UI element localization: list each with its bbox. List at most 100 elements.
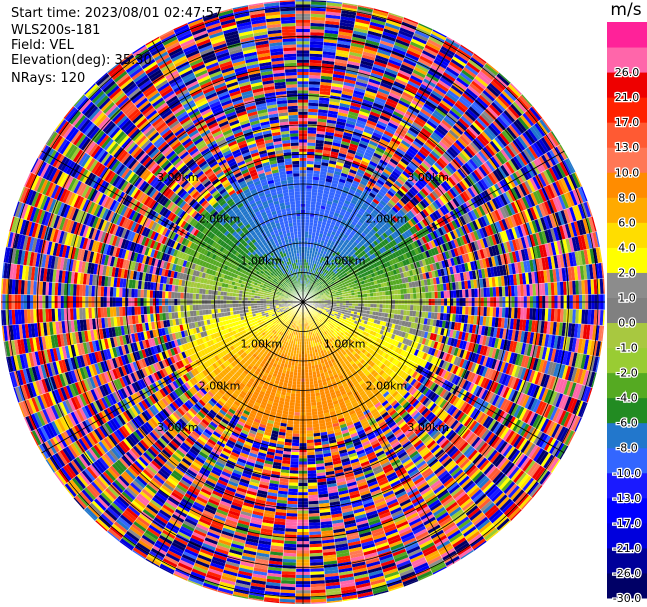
range-gate [449, 230, 457, 240]
range-gate [484, 87, 498, 100]
range-gate [394, 222, 401, 230]
range-gate [353, 128, 364, 135]
range-gate [323, 146, 332, 152]
range-gate [333, 170, 342, 176]
range-gate [340, 192, 348, 198]
range-gate [366, 119, 377, 127]
range-gate [315, 229, 321, 234]
range-gate [347, 174, 355, 181]
range-gate [396, 211, 404, 219]
range-gate [444, 191, 453, 202]
range-gate [353, 87, 366, 94]
range-gate [505, 145, 516, 158]
range-gate [391, 294, 395, 300]
range-gate [350, 45, 364, 52]
range-gate [513, 200, 522, 213]
range-gate [349, 202, 356, 208]
range-gate [410, 208, 418, 217]
range-gate [424, 157, 434, 167]
range-gate [470, 103, 483, 116]
range-gate [334, 58, 348, 64]
range-gate [366, 251, 372, 257]
range-gate [521, 94, 533, 107]
range-gate [307, 130, 317, 134]
range-gate [501, 111, 513, 125]
range-gate [331, 80, 344, 85]
range-gate [309, 68, 322, 73]
range-gate [320, 81, 332, 86]
range-gate [483, 161, 493, 174]
range-gate [321, 237, 326, 242]
range-gate [476, 73, 491, 85]
range-gate [450, 58, 465, 70]
range-gate [408, 126, 420, 136]
range-gate [351, 134, 362, 140]
range-gate [514, 137, 526, 151]
range-gate [405, 212, 413, 220]
range-gate [309, 56, 323, 61]
range-gate [448, 146, 459, 157]
range-gate [344, 72, 358, 79]
range-gate [441, 193, 450, 203]
range-gate [306, 179, 313, 183]
range-gate [355, 81, 368, 88]
range-gate [388, 187, 397, 195]
range-gate [443, 180, 452, 190]
range-gate [530, 143, 541, 158]
range-gate [467, 211, 475, 222]
range-gate [316, 130, 326, 135]
range-gate [322, 193, 329, 198]
range-gate [379, 304, 383, 309]
range-gate [367, 81, 380, 88]
range-gate [397, 249, 403, 256]
range-gate [424, 234, 431, 243]
range-gate [309, 44, 324, 49]
range-gate [318, 106, 329, 111]
range-gate [449, 160, 460, 171]
range-gate [453, 184, 463, 195]
range-gate [320, 227, 325, 232]
range-gate [411, 72, 425, 81]
range-gate [362, 213, 369, 220]
range-gate [308, 102, 319, 107]
range-gate [357, 116, 368, 123]
range-gate [487, 142, 498, 155]
range-gate [345, 69, 359, 76]
range-gate [375, 146, 385, 154]
range-gate [466, 222, 474, 233]
range-gate [393, 168, 402, 176]
range-gate [323, 231, 328, 236]
range-gate [325, 262, 330, 267]
range-gate [382, 73, 396, 81]
range-gate [394, 294, 399, 300]
range-gate [386, 124, 397, 133]
range-gate [464, 212, 472, 223]
range-gate [403, 214, 411, 222]
range-gate [360, 224, 367, 230]
range-gate [376, 52, 391, 60]
range-gate [357, 72, 371, 79]
range-gate [358, 165, 367, 172]
range-gate [372, 234, 378, 241]
range-gate [388, 12, 404, 19]
range-gate [409, 41, 425, 50]
range-gate [398, 160, 408, 169]
range-gate [372, 226, 379, 233]
range-gate [346, 194, 354, 200]
range-gate [325, 266, 330, 271]
range-gate [392, 182, 401, 190]
range-gate [418, 148, 429, 158]
range-gate [376, 90, 389, 98]
range-gate [455, 50, 470, 62]
range-gate [447, 64, 462, 75]
range-gate [327, 197, 334, 202]
range-gate [334, 275, 339, 280]
range-gate [331, 202, 338, 207]
range-gate [391, 258, 397, 265]
range-gate [318, 100, 330, 105]
range-gate [317, 265, 321, 269]
range-gate [378, 117, 389, 125]
range-gate [343, 78, 356, 85]
range-gate [486, 306, 491, 317]
range-gate [321, 284, 325, 288]
